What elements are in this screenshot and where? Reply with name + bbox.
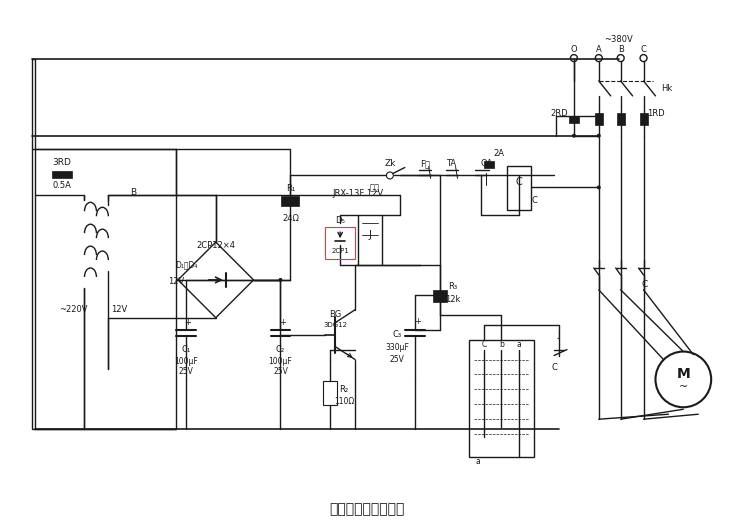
Circle shape <box>597 114 600 118</box>
Text: C: C <box>516 178 523 187</box>
Text: A: A <box>596 45 602 54</box>
Text: BG: BG <box>329 310 341 319</box>
Text: J: J <box>368 230 371 240</box>
Text: 100μF: 100μF <box>268 357 293 366</box>
Text: C₁: C₁ <box>182 345 190 354</box>
Bar <box>32 148 176 429</box>
Text: 3DG12: 3DG12 <box>323 322 347 328</box>
Circle shape <box>597 134 600 138</box>
Bar <box>282 196 299 206</box>
Text: 2CP12×4: 2CP12×4 <box>196 240 235 250</box>
Text: F动: F动 <box>420 159 430 168</box>
Text: B: B <box>617 45 623 54</box>
Bar <box>595 113 603 124</box>
Text: 12V: 12V <box>168 277 184 286</box>
Text: O: O <box>570 45 577 54</box>
Text: 25V: 25V <box>273 367 288 376</box>
Text: 25V: 25V <box>179 367 193 376</box>
Text: R₁: R₁ <box>286 184 295 193</box>
Text: R₃: R₃ <box>448 282 457 292</box>
Text: C: C <box>481 340 487 349</box>
Text: 330μF: 330μF <box>385 343 409 352</box>
Text: +: + <box>279 318 286 327</box>
Bar <box>51 170 71 178</box>
Text: C: C <box>642 280 648 289</box>
Text: Zk: Zk <box>384 159 395 168</box>
Text: B: B <box>130 188 136 197</box>
Text: a: a <box>475 458 480 467</box>
Text: +: + <box>415 317 421 326</box>
Text: QA: QA <box>480 159 492 168</box>
Text: R₂: R₂ <box>340 385 348 394</box>
Text: C: C <box>641 45 647 54</box>
Bar <box>470 339 534 457</box>
Circle shape <box>572 134 576 138</box>
Text: D₁～D₄: D₁～D₄ <box>175 261 197 270</box>
Bar <box>617 113 625 124</box>
Text: 3RD: 3RD <box>52 158 71 167</box>
Bar <box>325 227 355 259</box>
Text: 2A: 2A <box>494 149 505 158</box>
Text: D₅: D₅ <box>335 216 345 225</box>
Circle shape <box>597 186 600 189</box>
Text: ~: ~ <box>678 383 688 393</box>
Text: 12V: 12V <box>111 305 127 314</box>
Text: C₃: C₃ <box>392 330 401 339</box>
Text: J: J <box>558 330 560 339</box>
Bar <box>569 116 579 123</box>
Text: 自动: 自动 <box>370 183 380 192</box>
Text: JRX-13F 12V: JRX-13F 12V <box>332 189 384 198</box>
Text: 0.5A: 0.5A <box>52 181 71 190</box>
Bar <box>484 161 495 168</box>
Text: 1RD: 1RD <box>647 109 664 118</box>
Bar <box>433 290 447 302</box>
Text: C: C <box>531 196 537 205</box>
Text: b: b <box>499 340 503 349</box>
Text: Hk: Hk <box>661 85 672 94</box>
Text: 110Ω: 110Ω <box>334 397 354 406</box>
Text: 12k: 12k <box>445 295 460 304</box>
Text: 2CP1: 2CP1 <box>331 248 349 254</box>
Text: a: a <box>517 340 522 349</box>
Text: 100μF: 100μF <box>174 357 198 366</box>
Text: ~380V: ~380V <box>604 35 633 44</box>
Circle shape <box>279 278 282 282</box>
Text: C₂: C₂ <box>276 345 285 354</box>
Bar <box>358 215 382 265</box>
Bar <box>507 165 531 210</box>
Text: TA: TA <box>446 159 456 168</box>
Text: C: C <box>551 363 557 372</box>
Bar <box>323 381 337 405</box>
Text: 25V: 25V <box>390 355 404 364</box>
Text: 24Ω: 24Ω <box>282 214 299 223</box>
Text: ~220V: ~220V <box>60 305 87 314</box>
Bar <box>639 113 648 124</box>
Text: 2RD: 2RD <box>551 109 568 118</box>
Text: 改进的水位自动控制: 改进的水位自动控制 <box>329 502 405 516</box>
Text: +: + <box>184 318 191 327</box>
Text: M: M <box>676 368 690 381</box>
